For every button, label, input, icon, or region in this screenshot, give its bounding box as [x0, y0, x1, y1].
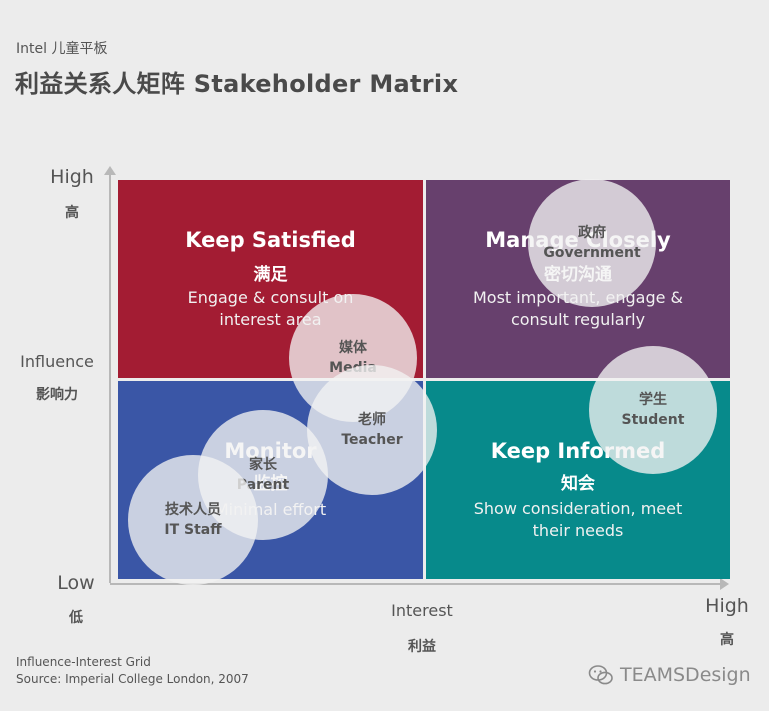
footer-grid-name: Influence-Interest Grid — [16, 655, 151, 669]
stakeholder-name-zh: 媒体 — [339, 340, 367, 356]
y-axis-arrow-icon — [104, 166, 116, 175]
stakeholder-name-zh: 家长 — [249, 457, 277, 473]
page-title: 利益关系人矩阵 Stakeholder Matrix — [15, 70, 459, 98]
stakeholder-name-zh: 技术人员 — [165, 502, 221, 518]
x-axis-line — [110, 583, 722, 585]
low-label: Low — [57, 572, 95, 594]
footer-source: Source: Imperial College London, 2007 — [16, 672, 249, 686]
stakeholder-student: 学生 Student — [589, 346, 717, 474]
stakeholder-name-en: Government — [543, 245, 641, 261]
stakeholder-it-staff: 技术人员 IT Staff — [128, 455, 258, 585]
x-high-label: High — [705, 595, 749, 617]
quadrant-desc-line1: Show consideration, meet — [473, 499, 683, 518]
stakeholder-name-zh: 政府 — [578, 225, 606, 241]
quadrant-title-zh: 知会 — [561, 474, 595, 494]
y-axis-line — [109, 172, 111, 583]
quadrant-desc-line2: interest area — [219, 310, 322, 329]
brand-watermark: TEAMSDesign — [588, 664, 751, 686]
y-axis-label: Influence — [20, 352, 94, 371]
stakeholder-name-en: Teacher — [341, 432, 403, 448]
stakeholder-name-en: IT Staff — [164, 522, 222, 538]
quadrant-desc-line1: Engage & consult on — [187, 288, 354, 307]
quadrant-desc-line2: their needs — [532, 521, 624, 540]
y-axis-label-zh: 影响力 — [36, 387, 78, 403]
wechat-icon — [588, 665, 613, 685]
y-high-label: High — [50, 166, 94, 188]
quadrant-keep-informed: Keep Informed 知会 Show consideration, mee… — [426, 381, 730, 579]
low-label-zh: 低 — [69, 610, 83, 626]
x-axis-label-zh: 利益 — [408, 639, 436, 655]
quadrant-title: Keep Satisfied — [185, 228, 356, 252]
stakeholder-teacher: 老师 Teacher — [307, 365, 437, 495]
stakeholder-name-en: Student — [621, 412, 685, 428]
stakeholder-name-zh: 学生 — [639, 392, 667, 408]
x-axis-arrow-icon — [720, 578, 729, 590]
x-high-label-zh: 高 — [720, 632, 734, 648]
quadrant-title-zh: 满足 — [253, 265, 288, 285]
y-high-label-zh: 高 — [65, 205, 79, 221]
x-axis-label: Interest — [391, 601, 453, 620]
stakeholder-name-zh: 老师 — [358, 412, 386, 428]
quadrant-desc-line2: consult regularly — [510, 310, 646, 329]
stakeholder-government: 政府 Government — [528, 179, 656, 307]
header-subtitle: Intel 儿童平板 — [16, 41, 108, 57]
brand-name: TEAMSDesign — [620, 664, 751, 686]
